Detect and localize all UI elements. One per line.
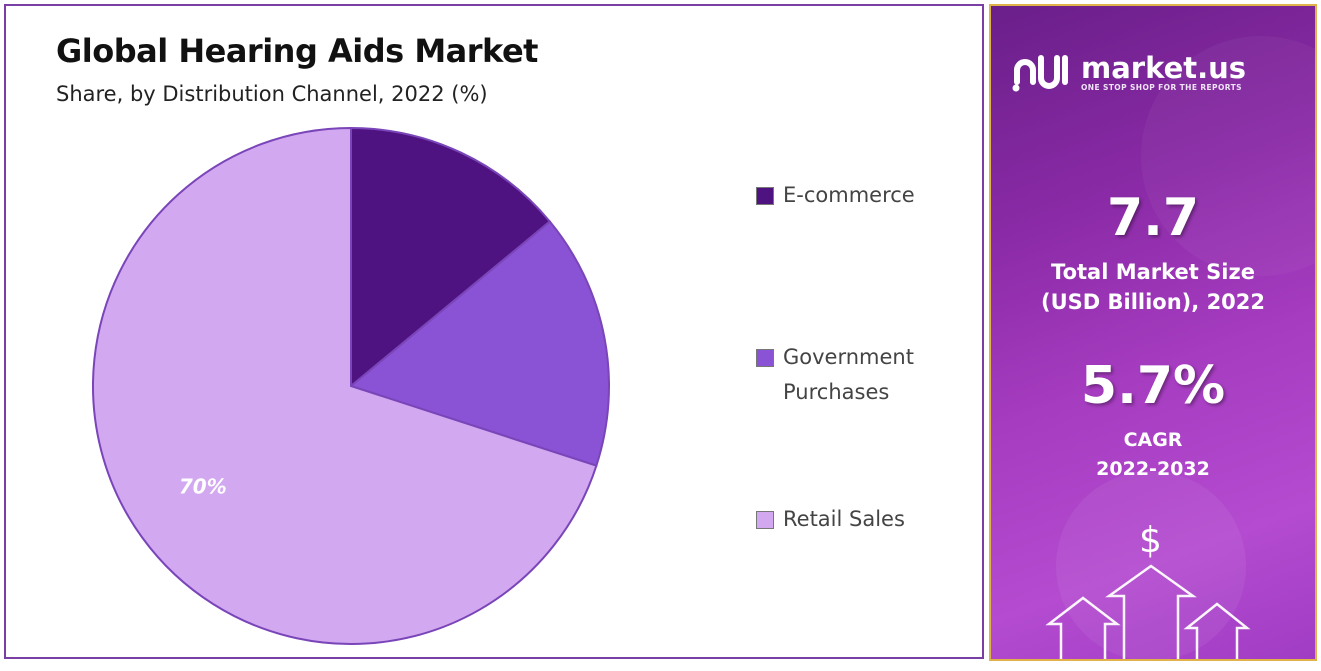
market-size-label-line1: Total Market Size [1051,260,1255,284]
legend-label-retail-sales: Retail Sales [783,507,905,531]
pie-slice-e-commerce [350,126,552,389]
chart-subtitle: Share, by Distribution Channel, 2022 (%) [56,82,488,106]
market-size-label-line2: (USD Billion), 2022 [1040,290,1266,314]
legend-swatch-ecommerce [756,187,774,205]
legend-item-government-purchases: Government Purchases [756,340,983,410]
brand-logo: market.us ONE STOP SHOP FOR THE REPORTS [1011,48,1246,96]
data-label-retail-sales: 70% [179,475,227,499]
cagr-value: 5.7% [1080,356,1226,416]
cagr-label: CAGR [1123,429,1183,451]
legend-item-retail-sales: Retail Sales [756,502,983,537]
pie-slice-retail-sales [92,126,598,645]
pie-chart: 70% [92,126,610,645]
brand-tagline: ONE STOP SHOP FOR THE REPORTS [1081,82,1242,92]
legend-label-government-purchases: Government Purchases [783,345,914,404]
legend-item-ecommerce: E-commerce [756,178,983,213]
up-arrow-icon-left [1045,596,1121,659]
legend-swatch-retail-sales [756,511,774,529]
pie-slice-government-purchases [348,220,610,467]
info-panel: market.us ONE STOP SHOP FOR THE REPORTS … [989,4,1317,661]
cagr-period: 2022-2032 [1096,458,1210,480]
chart-title: Global Hearing Aids Market [56,32,538,70]
market-us-logo-icon [1012,55,1068,92]
up-arrow-icon-right [1183,602,1251,659]
brand-name: market.us [1081,50,1247,85]
up-arrow-icon [1105,564,1197,659]
legend-label-ecommerce: E-commerce [783,183,915,207]
background-decoration [1045,36,1315,659]
chart-panel: Global Hearing Aids Market Share, by Dis… [4,4,984,659]
legend-swatch-government-purchases [756,349,774,367]
dollar-icon: $ [1139,520,1162,561]
market-size-value: 7.7 [1106,188,1200,248]
